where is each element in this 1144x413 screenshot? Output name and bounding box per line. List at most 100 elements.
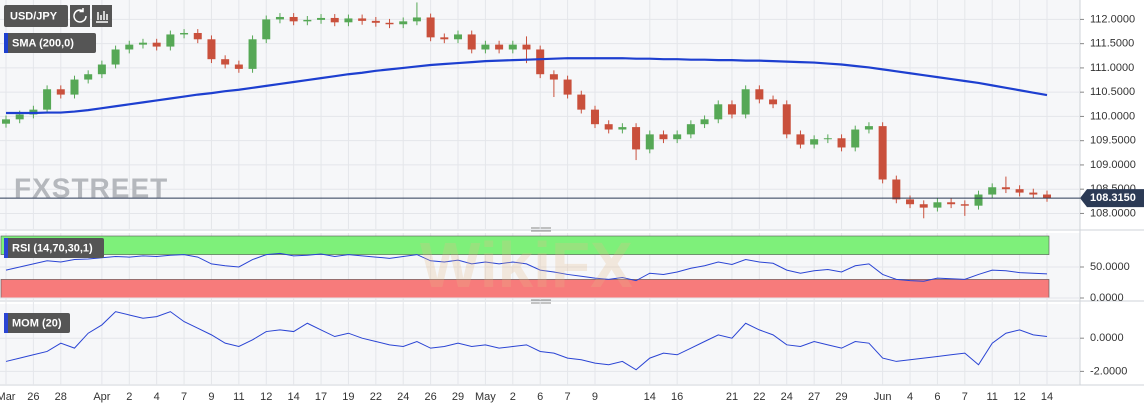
resize-grip[interactable] <box>531 299 551 304</box>
candle-body <box>974 194 983 206</box>
x-tick-label: 22 <box>370 391 382 403</box>
candle-body <box>1001 187 1010 190</box>
candle-body <box>248 39 257 69</box>
last-price-label: 108.3150 <box>1090 192 1136 204</box>
candle-body <box>207 39 216 60</box>
refresh-icon <box>73 8 87 23</box>
candle-body <box>15 114 24 120</box>
candle-body <box>152 42 161 47</box>
y-tick-label: 111.0000 <box>1090 62 1134 74</box>
x-tick-label: 2 <box>126 391 132 403</box>
x-tick-label: 4 <box>907 391 913 403</box>
x-tick-label: 29 <box>452 391 464 403</box>
candle-body <box>440 37 449 40</box>
x-tick-label: 12 <box>260 391 272 403</box>
symbol-box[interactable] <box>4 5 68 27</box>
x-tick-label: 6 <box>934 391 940 403</box>
y-tick-label: 0.0000 <box>1090 292 1124 304</box>
candle-body <box>426 17 435 38</box>
candle-body <box>221 59 230 65</box>
candle-body <box>590 109 599 125</box>
x-tick-label: 9 <box>592 391 598 403</box>
x-tick-label: 2 <box>510 391 516 403</box>
candle-body <box>577 94 586 110</box>
x-tick-label: 24 <box>397 391 409 403</box>
candle-body <box>467 34 476 50</box>
candle-body <box>632 127 641 150</box>
y-tick-label: 110.0000 <box>1090 110 1135 122</box>
candle-body <box>823 138 832 140</box>
x-tick-label: 27 <box>808 391 820 403</box>
x-tick-label: 7 <box>565 391 571 403</box>
candle-body <box>111 49 120 65</box>
refresh-button[interactable] <box>70 5 90 27</box>
candle-body <box>796 134 805 145</box>
x-tick-label: 11 <box>233 391 244 403</box>
indicator-label[interactable]: RSI (14,70,30,1) <box>12 242 93 254</box>
candle-body <box>536 49 545 75</box>
candle-body <box>344 18 353 23</box>
candle-body <box>399 21 408 25</box>
candle-body <box>700 119 709 125</box>
candle-body <box>166 34 175 47</box>
candle-body <box>618 127 627 130</box>
x-tick-label: 14 <box>288 391 300 403</box>
candle-body <box>2 119 10 124</box>
candle-body <box>454 34 463 40</box>
candle-body <box>84 74 93 80</box>
x-tick-label: 26 <box>424 391 436 403</box>
candle-body <box>1015 189 1024 193</box>
x-tick-label: 28 <box>55 391 67 403</box>
x-tick-label: 14 <box>1041 391 1053 403</box>
candle-body <box>645 134 654 150</box>
candle-body <box>234 64 243 69</box>
y-tick-label: 50.0000 <box>1090 261 1130 273</box>
indicator-box[interactable] <box>4 33 96 53</box>
candle-body <box>851 129 860 148</box>
candle-body <box>892 179 901 200</box>
candle-body <box>275 16 284 20</box>
symbol[interactable]: USD/JPY <box>10 10 58 22</box>
indicator-label[interactable]: SMA (200,0) <box>12 37 74 49</box>
x-tick-label: 12 <box>1013 391 1025 403</box>
chart-type-button[interactable] <box>92 5 112 27</box>
watermark: WikiFX <box>420 229 633 301</box>
candle-body <box>508 44 517 50</box>
indicator-swatch <box>4 33 8 53</box>
y-tick-label: 110.5000 <box>1090 86 1135 98</box>
candle-body <box>1029 192 1038 195</box>
x-tick-label: Apr <box>93 391 110 403</box>
y-tick-label: 109.5000 <box>1090 135 1136 147</box>
y-tick-label: 109.0000 <box>1090 159 1136 171</box>
bars-icon <box>96 11 108 23</box>
y-tick-label: 111.5000 <box>1090 38 1134 50</box>
candle-body <box>988 187 997 195</box>
resize-grip[interactable] <box>531 227 551 232</box>
candle-body <box>1043 194 1051 199</box>
candle-body <box>138 42 147 45</box>
candle-body <box>741 89 750 115</box>
candle-body <box>481 44 490 50</box>
x-tick-label: Jun <box>874 391 892 403</box>
watermark: FXSTREET <box>14 172 168 203</box>
candle-body <box>371 20 380 23</box>
indicator-line <box>6 57 1048 115</box>
indicator-label[interactable]: MOM (20) <box>12 317 62 329</box>
plot-layer <box>0 0 1080 385</box>
candle-body <box>810 139 819 145</box>
x-tick-label: 9 <box>208 391 214 403</box>
indicator-box[interactable] <box>4 238 104 258</box>
candle-body <box>549 74 558 80</box>
candle-body <box>125 44 134 50</box>
candle-body <box>933 202 942 208</box>
candle-body <box>563 79 572 95</box>
candle-body <box>303 19 312 22</box>
indicator-box[interactable] <box>4 313 70 333</box>
candle-body <box>97 64 106 75</box>
candle-body <box>864 126 873 130</box>
candle-body <box>659 134 668 140</box>
candle-body <box>495 44 504 50</box>
x-tick-label: May <box>475 391 496 403</box>
